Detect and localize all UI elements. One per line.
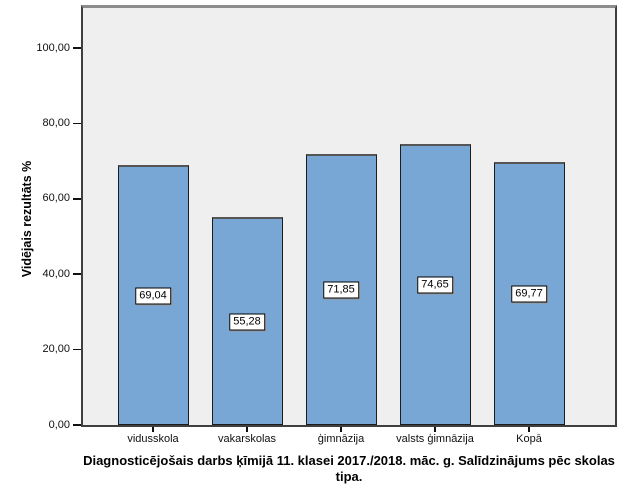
x-tick-label: ģimnāzija <box>317 433 365 445</box>
y-tick-label: 80,00 <box>42 116 70 129</box>
bar-value-label: 69,77 <box>511 285 547 303</box>
bar-vidusskola: 69,04 <box>117 165 189 425</box>
y-tick-label: 40,00 <box>42 267 70 280</box>
y-tick-mark <box>73 47 81 49</box>
x-tick-label: vakarskolas <box>217 433 277 445</box>
plot-area: 69,04 55,28 71,85 74,65 69,77 <box>81 5 617 427</box>
bar-value-label: 74,65 <box>417 276 453 294</box>
chart-title: Diagnosticējošais darbs ķīmijā 11. klase… <box>83 453 615 484</box>
y-tick-label: 0,00 <box>48 418 70 431</box>
y-tick-mark <box>73 348 81 351</box>
bar-value-label: 55,28 <box>229 313 265 330</box>
x-tick-label: valsts ģimnāzija <box>396 433 474 445</box>
bar-vakarskolas: 55,28 <box>211 217 283 425</box>
x-tick-mark <box>434 427 436 432</box>
y-tick-mark <box>73 424 81 426</box>
x-tick-mark <box>528 427 530 432</box>
y-tick-mark <box>73 198 81 200</box>
bar-valsts ģimnāzija: 74,65 <box>399 144 471 425</box>
x-tick-mark <box>246 427 248 432</box>
y-tick-label: 20,00 <box>42 343 70 356</box>
y-tick-mark <box>73 273 81 275</box>
x-tick-label: Kopā <box>516 433 542 445</box>
y-tick-label: 60,00 <box>42 192 70 205</box>
bar-ģimnāzija: 71,85 <box>305 154 377 425</box>
x-tick-mark <box>152 427 154 432</box>
x-tick-label: vidusskola <box>127 433 179 445</box>
y-tick-mark <box>73 122 81 125</box>
bar-value-label: 69,04 <box>135 287 171 304</box>
bar-value-label: 71,85 <box>323 281 359 299</box>
x-tick-mark <box>340 427 342 432</box>
bar-Kopā: 69,77 <box>493 162 565 425</box>
y-tick-label: 100,00 <box>36 41 70 54</box>
